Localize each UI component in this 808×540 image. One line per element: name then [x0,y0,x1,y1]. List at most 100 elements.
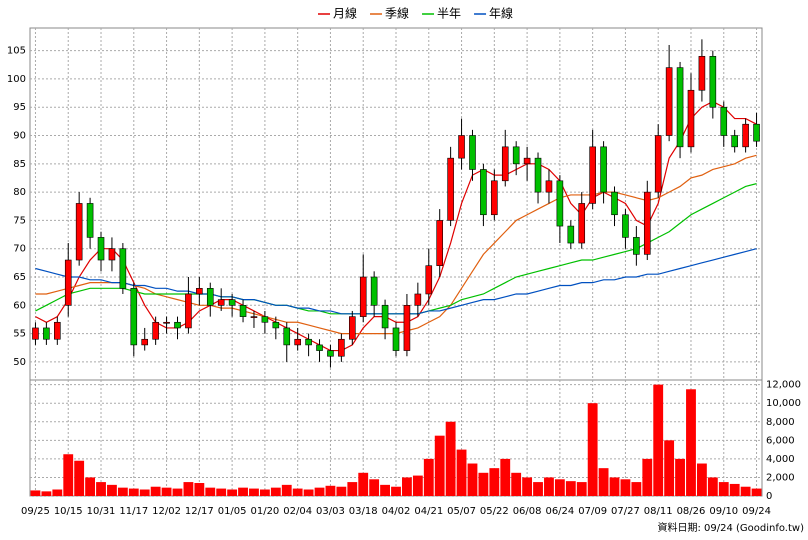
volume-bar [642,458,653,496]
y2-tick-label: 0 [766,491,772,502]
volume-bar [686,389,696,496]
volume-bar [128,488,139,496]
volume-bar [478,472,489,496]
volume-bar [52,489,63,496]
volume-bar [96,482,106,496]
y-tick-label: 85 [13,159,26,170]
volume-bar [533,482,543,496]
volume-bar [522,477,533,496]
candle-body [633,237,640,255]
candle-body [261,316,269,323]
candle-body [43,327,50,340]
candle-body [414,293,422,306]
candle-body [654,135,662,193]
x-tick-label: 05/22 [480,506,509,517]
volume-bar [631,482,642,496]
x-tick-label: 08/11 [644,506,673,517]
x-tick-label: 05/07 [447,506,476,517]
y-tick-label: 90 [13,131,26,142]
candle-body [501,146,509,182]
x-tick-label: 09/24 [742,506,771,517]
candle-body [163,321,170,324]
x-tick-label: 10/15 [54,506,83,517]
x-tick-label: 06/08 [513,506,542,517]
volume-bar [107,484,117,496]
volume-bar [369,479,380,496]
volume-bar [423,458,434,496]
x-tick-label: 08/26 [677,506,706,517]
y2-tick-label: 6,000 [766,435,795,446]
legend-label: 季線 [385,6,409,21]
candle-body [272,321,280,329]
volume-bar [41,491,52,496]
volume-bar [205,487,216,496]
candle-body [283,327,291,346]
candle-body [447,157,454,221]
candle-body [545,180,553,193]
volume-bar [259,489,270,496]
y-tick-label: 70 [13,244,26,255]
volume-bar [139,489,150,496]
volume-bar [227,489,238,496]
y2-tick-label: 8,000 [766,417,795,428]
candle-body [217,299,225,306]
x-tick-label: 06/24 [545,506,574,517]
volume-bar [489,468,500,496]
volume-bar [434,435,445,496]
candle-body [469,135,476,170]
candle-body [381,304,389,329]
volume-bar [544,477,554,496]
y2-tick-label: 10,000 [766,398,801,409]
x-tick-label: 04/02 [382,506,411,517]
x-tick-label: 07/09 [578,506,607,517]
volume-bar [609,477,620,496]
y-tick-label: 80 [13,187,26,198]
candle-body [370,276,378,306]
candle-body [567,225,575,244]
y-tick-label: 100 [7,74,26,85]
volume-bar [587,403,598,496]
candle-body [327,350,334,357]
x-tick-label: 10/31 [87,506,116,517]
volume-bar [467,463,478,496]
x-tick-label: 03/18 [349,506,378,517]
candle-body [687,89,695,148]
candle-body [239,304,247,317]
candle-body [676,67,684,148]
volume-bar [751,488,762,496]
x-tick-label: 09/25 [21,506,50,517]
x-tick-label: 12/17 [185,506,214,517]
y2-tick-label: 4,000 [766,454,795,465]
volume-bar [740,486,751,496]
volume-bar [554,479,565,496]
volume-bar [598,468,609,496]
volume-bar [238,487,248,496]
x-tick-label: 07/27 [611,506,640,517]
candle-body [316,344,323,351]
volume-bar [445,421,456,496]
volume-bar [30,490,41,496]
candle-body [425,265,433,295]
volume-bar [500,458,511,496]
candle-body [534,157,542,193]
volume-bar [270,487,281,496]
volume-bar [718,482,729,496]
x-tick-label: 02/04 [283,506,312,517]
volume-bar [358,472,369,496]
volume-bar [303,489,314,496]
x-tick-label: 09/10 [709,506,738,517]
candle-body [698,55,706,91]
volume-bar [74,460,85,496]
candle-body [359,276,367,317]
volume-bar [63,454,74,496]
candle-body [250,316,258,318]
candle-body [119,248,127,289]
candle-body [742,123,749,148]
candle-body [392,327,400,351]
candle-body [665,67,673,136]
y-tick-label: 95 [13,102,26,113]
volume-bar [216,488,227,496]
candle-body [97,237,105,261]
